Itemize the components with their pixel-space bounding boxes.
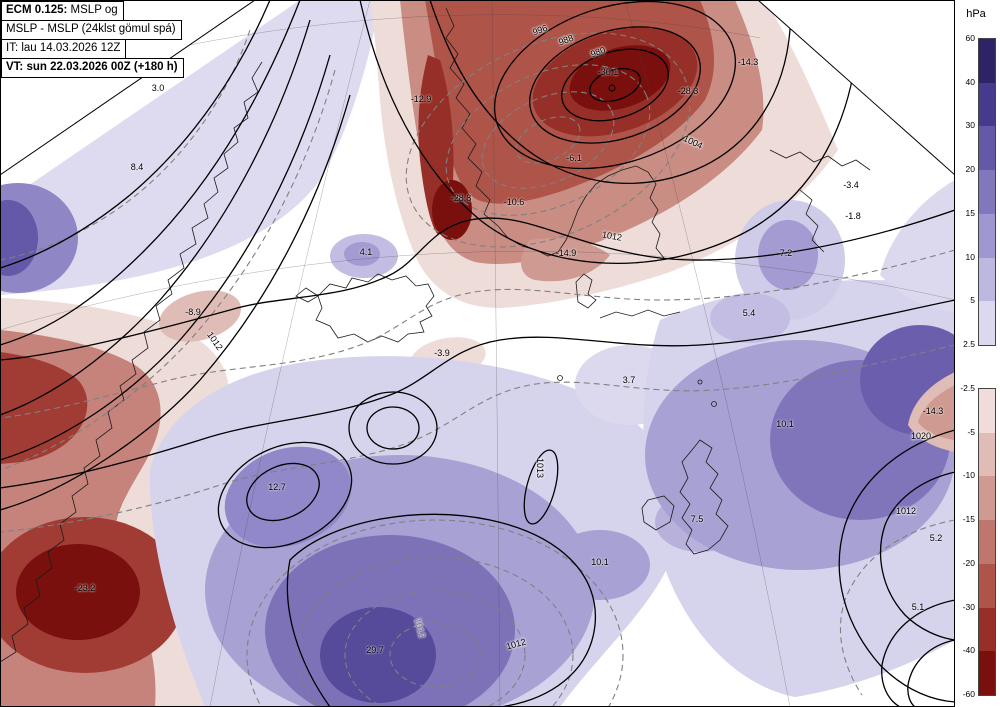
colorbar-cell (979, 563, 995, 608)
colorbar-cell (979, 257, 995, 302)
colorbar-tick-label: 40 (965, 76, 975, 87)
colorbar-tick-label: 5 (970, 295, 975, 306)
low-centre-marker (608, 84, 616, 92)
colorbar-tick-label: 60 (965, 33, 975, 43)
colorbar-tick-label: 30 (965, 120, 975, 131)
colorbar-cell (979, 520, 995, 564)
colorbar-cell (979, 126, 995, 171)
colorbar-cell (979, 651, 995, 696)
colorbar-tick-label: -5 (967, 426, 975, 437)
colorbar-positive-segment: 60 40 30 20 15 10 5 2.5 (955, 33, 1000, 349)
colorbar-tick-label: 20 (965, 164, 975, 175)
coastlines (0, 7, 871, 663)
colorbar-tick-label: 10 (965, 251, 975, 262)
colorbar-cells (978, 38, 996, 346)
colorbar-cell (979, 432, 995, 477)
colorbar: hPa 60 40 30 20 15 10 5 2.5 -2.5 -5 -10 -15 -20 -30-… (955, 0, 1000, 707)
colorbar-tick-label: 15 (965, 207, 975, 218)
map-canvas: 3.0 8.4 -12.9 -30.1 -28.3 -14.3 -6.1 -28.8 -10.6… (0, 0, 955, 707)
colorbar-negative-segment: -2.5 -5 -10 -15 -20 -30 -40 -60 (955, 383, 1000, 699)
field-name: MSLP og (67, 4, 118, 16)
colorbar-cells (978, 388, 996, 696)
pressure-contours (0, 0, 955, 707)
forecast-info-box: ECM 0.125: MSLP og MSLP - MSLP (24klst g… (1, 1, 184, 78)
colorbar-cell (979, 301, 995, 346)
colorbar-tick-label: 2.5 (963, 339, 975, 349)
colorbar-cell (979, 607, 995, 652)
map-graphics (0, 0, 955, 707)
colorbar-tick-label: -15 (962, 514, 975, 525)
colorbar-tick-label: -30 (962, 601, 975, 612)
colorbar-cell (979, 39, 995, 83)
colorbar-cell (979, 476, 995, 521)
difference-field-line: MSLP - MSLP (24klst gömul spá) (1, 19, 182, 40)
colorbar-tick-label: -2.5 (960, 383, 975, 393)
model-field-line: ECM 0.125: MSLP og (1, 1, 124, 21)
colorbar-tick-label: -20 (962, 557, 975, 568)
valid-time-line: VT: sun 22.03.2026 00Z (+180 h) (1, 57, 184, 78)
init-time-line: IT: lau 14.03.2026 12Z (1, 38, 127, 59)
colorbar-cell (979, 82, 995, 127)
old-forecast-contours (0, 29, 955, 707)
colorbar-tick-label: -40 (962, 645, 975, 656)
colorbar-unit-label: hPa (966, 8, 986, 20)
colorbar-cell (979, 213, 995, 258)
colorbar-cell (979, 170, 995, 214)
colorbar-cell (979, 389, 995, 433)
model-name: ECM 0.125: (6, 4, 68, 16)
colorbar-tick-label: -10 (962, 470, 975, 481)
colorbar-tick-label: -60 (962, 689, 975, 699)
difference-shading (0, 0, 955, 707)
